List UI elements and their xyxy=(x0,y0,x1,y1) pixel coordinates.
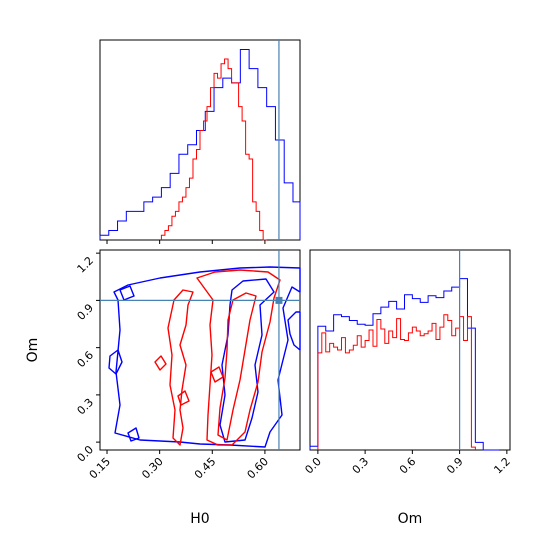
red-contour-inner xyxy=(217,292,257,441)
hist-om-frame xyxy=(309,249,511,451)
om-x-tick-label: 1.2 xyxy=(491,455,513,477)
red-contour-island-4 xyxy=(177,390,190,406)
h0-blue-histogram xyxy=(99,49,301,240)
om-blue-histogram xyxy=(309,278,499,451)
h0-x-tick-label: 0.15 xyxy=(87,455,114,482)
om-red-histogram xyxy=(317,314,476,450)
blue-contour-island-2 xyxy=(108,349,123,375)
om-x-tick-label: 0.9 xyxy=(444,455,466,477)
joint-contours xyxy=(108,266,301,448)
blue-contour-island-1 xyxy=(119,285,135,301)
om-x-tick-label: 0.3 xyxy=(350,455,372,477)
om-x-tick-label: 0.0 xyxy=(302,455,324,477)
blue-contour-island-3 xyxy=(127,427,140,442)
blue-contour-edge xyxy=(287,311,301,351)
om-x-tick-label: 0.6 xyxy=(397,455,419,477)
h0-red-histogram xyxy=(160,58,267,241)
om-y-axis-label: Om xyxy=(25,338,41,363)
hist-h0-frame xyxy=(99,39,301,241)
joint-overlay xyxy=(100,250,300,450)
joint-truth-marker xyxy=(275,296,283,304)
blue-contours xyxy=(108,266,301,448)
om-y-tick-label: 0.9 xyxy=(75,301,97,323)
om-y-tick-label: 0.0 xyxy=(75,443,97,465)
h0-x-tick-label: 0.30 xyxy=(139,455,166,482)
blue-contour-outer xyxy=(113,266,301,448)
hist-h0-layer xyxy=(99,40,301,241)
om-y-tick-label: 1.2 xyxy=(75,254,97,276)
om-y-tick-label: 0.3 xyxy=(75,396,97,418)
red-contours xyxy=(154,269,281,446)
red-contour-island-3 xyxy=(210,366,224,383)
red-contour-island-2 xyxy=(154,355,167,371)
h0-axis-label: H0 xyxy=(190,511,209,527)
blue-contour-inner xyxy=(219,278,275,443)
red-contour-outer xyxy=(196,269,281,446)
h0-x-tick-label: 0.45 xyxy=(192,455,219,482)
hist-om-layer xyxy=(309,250,499,451)
red-contour-island-1 xyxy=(167,289,194,446)
hist-om-panel xyxy=(309,249,511,451)
joint-frame xyxy=(99,249,301,451)
joint-panel xyxy=(99,249,301,451)
hist-h0-panel xyxy=(99,39,301,241)
om-y-tick-label: 0.6 xyxy=(75,349,97,371)
om-x-axis-label: Om xyxy=(398,511,423,527)
h0-x-tick-label: 0.60 xyxy=(245,455,272,482)
